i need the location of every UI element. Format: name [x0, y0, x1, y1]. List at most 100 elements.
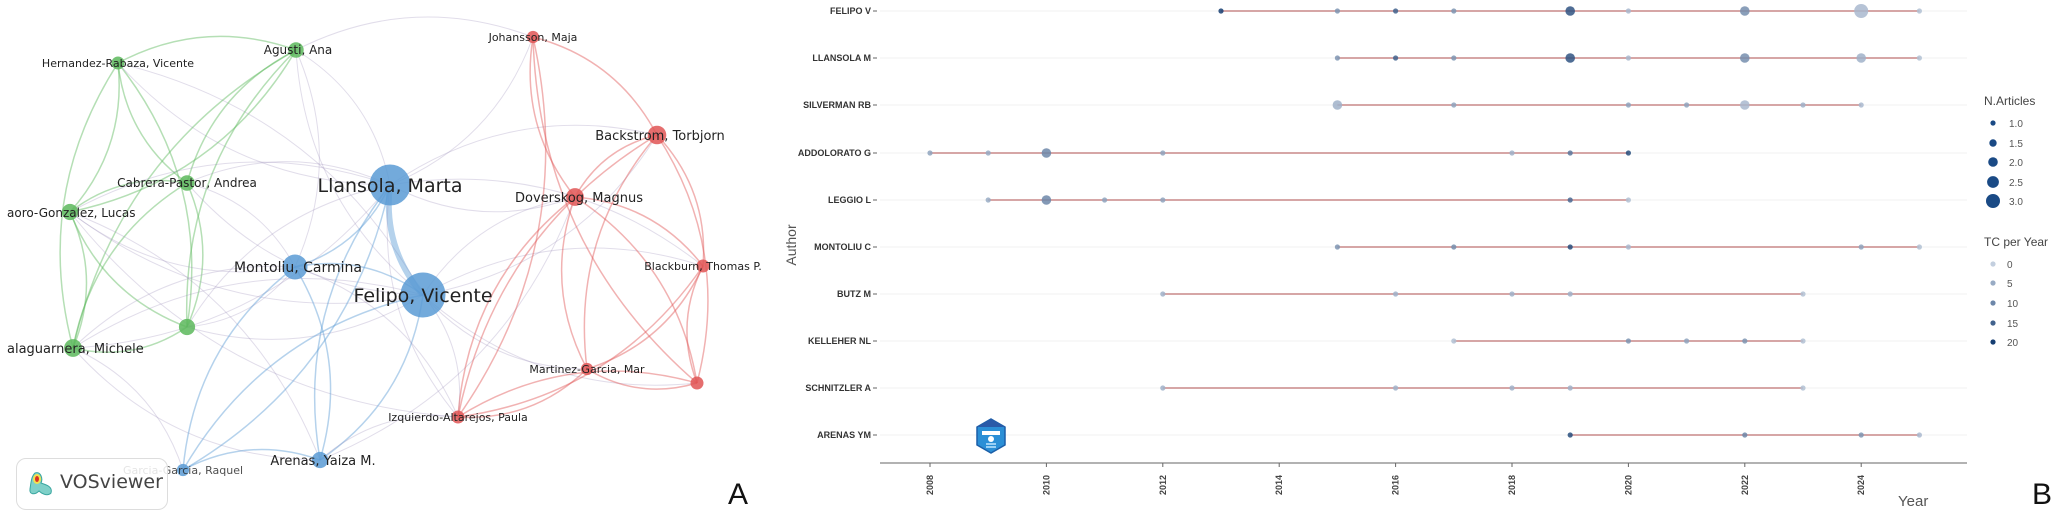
vosviewer-label: VOSviewer	[60, 471, 163, 493]
author-label: LEGGIO L	[828, 195, 872, 205]
network-node[interactable]	[111, 56, 125, 70]
article-point	[1916, 244, 1922, 250]
article-point	[1858, 432, 1864, 438]
network-node[interactable]	[179, 175, 195, 191]
network-node-label: Agusti, Ana	[264, 43, 333, 57]
network-link	[117, 62, 391, 186]
x-axis-title: Year	[1898, 493, 1928, 510]
legend: N.Articles 1.0 1.5 2.0 2.5 3.0 TC per Year 0 5 10…	[1984, 94, 2048, 349]
network-link	[389, 36, 534, 186]
article-point	[1625, 197, 1631, 203]
network-node[interactable]	[288, 42, 304, 58]
network-link	[186, 161, 391, 186]
network-link	[574, 196, 698, 384]
network-node[interactable]	[178, 318, 196, 336]
article-point	[1160, 291, 1166, 297]
network-node[interactable]	[64, 339, 82, 357]
article-point	[1509, 385, 1515, 391]
network-link	[117, 62, 188, 184]
article-point	[1567, 150, 1573, 156]
article-point	[1625, 102, 1631, 108]
network-node[interactable]	[566, 188, 584, 206]
article-point	[1160, 197, 1166, 203]
network-link	[69, 211, 296, 273]
network-link	[186, 49, 297, 184]
network-node-label: aoro-Gonzalez, Lucas	[7, 206, 136, 220]
network-link	[457, 368, 588, 419]
article-point	[1509, 291, 1515, 297]
network-node-label: alaguarnera, Michele	[7, 342, 144, 357]
panel-label-a: A	[728, 478, 749, 511]
network-node[interactable]	[176, 463, 190, 477]
network-link	[319, 415, 459, 461]
network-link	[457, 134, 658, 418]
color-legend-label: 10	[2007, 299, 2019, 310]
network-link	[182, 294, 424, 471]
x-tick-label: 2024	[1856, 475, 1866, 495]
article-point	[1800, 385, 1806, 391]
article-point	[1451, 55, 1457, 61]
network-link	[295, 49, 391, 186]
size-legend-key	[1987, 176, 1999, 188]
network-links	[59, 16, 709, 471]
network-node[interactable]	[690, 376, 704, 390]
network-link	[69, 211, 88, 349]
network-link	[185, 49, 297, 328]
article-point	[1451, 8, 1457, 14]
network-link	[186, 184, 391, 328]
author-rows: FELIPO V LLANSOLA M SILVERMAN RB ADDOLORATO…	[798, 4, 1922, 440]
article-point	[1509, 150, 1515, 156]
article-point	[1916, 55, 1922, 61]
author-label: MONTOLIU C	[814, 242, 871, 252]
network-link	[422, 247, 704, 296]
network-node[interactable]	[696, 259, 710, 273]
article-point	[1740, 53, 1750, 63]
color-legend-key	[1990, 339, 1996, 345]
article-point	[1800, 338, 1806, 344]
network-node[interactable]	[580, 362, 594, 376]
size-legend-label: 1.0	[2009, 119, 2023, 130]
article-point	[1160, 385, 1166, 391]
article-point	[1334, 8, 1340, 14]
article-point	[1393, 385, 1399, 391]
author-label: BUTZ M	[837, 289, 871, 299]
network-link	[295, 49, 424, 296]
network-link	[69, 211, 188, 328]
size-legend-label: 2.0	[2009, 158, 2023, 169]
network-node-label: Izquierdo-Altarejos, Paula	[388, 411, 528, 424]
article-point	[1334, 55, 1340, 61]
color-legend-key	[1990, 280, 1996, 286]
network-link	[389, 184, 576, 213]
network-node[interactable]	[526, 30, 540, 44]
author-label: ADDOLORATO G	[798, 148, 871, 158]
network-node[interactable]	[647, 125, 667, 145]
article-point	[1800, 291, 1806, 297]
network-link	[182, 184, 391, 471]
network-link	[457, 196, 576, 418]
article-point	[1160, 150, 1166, 156]
network-link	[72, 182, 188, 349]
network-node[interactable]	[400, 272, 446, 318]
author-label: SILVERMAN RB	[803, 100, 871, 110]
vosviewer-logo: VOSviewer	[16, 458, 168, 510]
article-point	[1041, 195, 1052, 205]
network-link	[574, 196, 704, 267]
color-legend-label: 5	[2007, 279, 2013, 290]
size-legend-key	[1988, 157, 1998, 167]
article-point	[1740, 100, 1750, 110]
network-node[interactable]	[311, 451, 329, 469]
network-link	[422, 294, 698, 386]
color-legend-title: TC per Year	[1984, 235, 2048, 249]
network-link	[186, 182, 296, 268]
author-label: ARENAS YM	[817, 430, 871, 440]
bibliometrix-logo	[976, 418, 1006, 454]
article-point	[1742, 338, 1748, 344]
network-link	[72, 49, 297, 349]
x-tick-label: 2016	[1391, 475, 1401, 495]
network-link	[389, 178, 704, 267]
network-node[interactable]	[451, 410, 465, 424]
network-node[interactable]	[282, 254, 308, 280]
network-node[interactable]	[61, 203, 79, 221]
article-point	[1916, 432, 1922, 438]
network-node[interactable]	[369, 164, 411, 206]
